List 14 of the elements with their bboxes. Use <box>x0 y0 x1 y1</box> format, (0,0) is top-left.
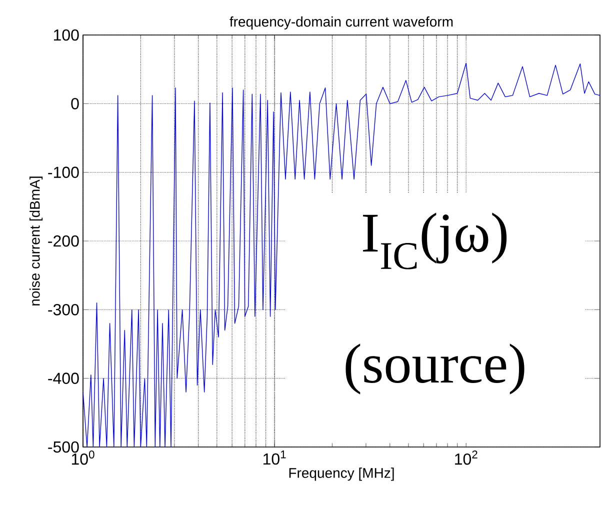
y-tick-label: -300 <box>48 304 79 316</box>
y-tick-label: -400 <box>48 372 79 384</box>
x-tick-label: 10$^{2}$ <box>455 450 478 465</box>
x-tick-label: 10$^{1}$ <box>264 450 286 465</box>
x-axis-title: Frequency [MHz] <box>289 468 394 481</box>
y-tick-label: -100 <box>48 166 79 178</box>
y-axis-title: noise current [dBmA] <box>30 176 43 306</box>
y-tick-label: 100 <box>54 29 79 41</box>
y-tick-label: 0 <box>71 98 79 110</box>
annotation: (source) <box>346 344 524 394</box>
chart-title: frequency-domain current waveform <box>230 16 453 30</box>
annotation: I$_{IC}$(jω) <box>362 212 507 270</box>
y-tick-label: -500 <box>48 441 79 453</box>
y-tick-label: -200 <box>48 235 79 247</box>
